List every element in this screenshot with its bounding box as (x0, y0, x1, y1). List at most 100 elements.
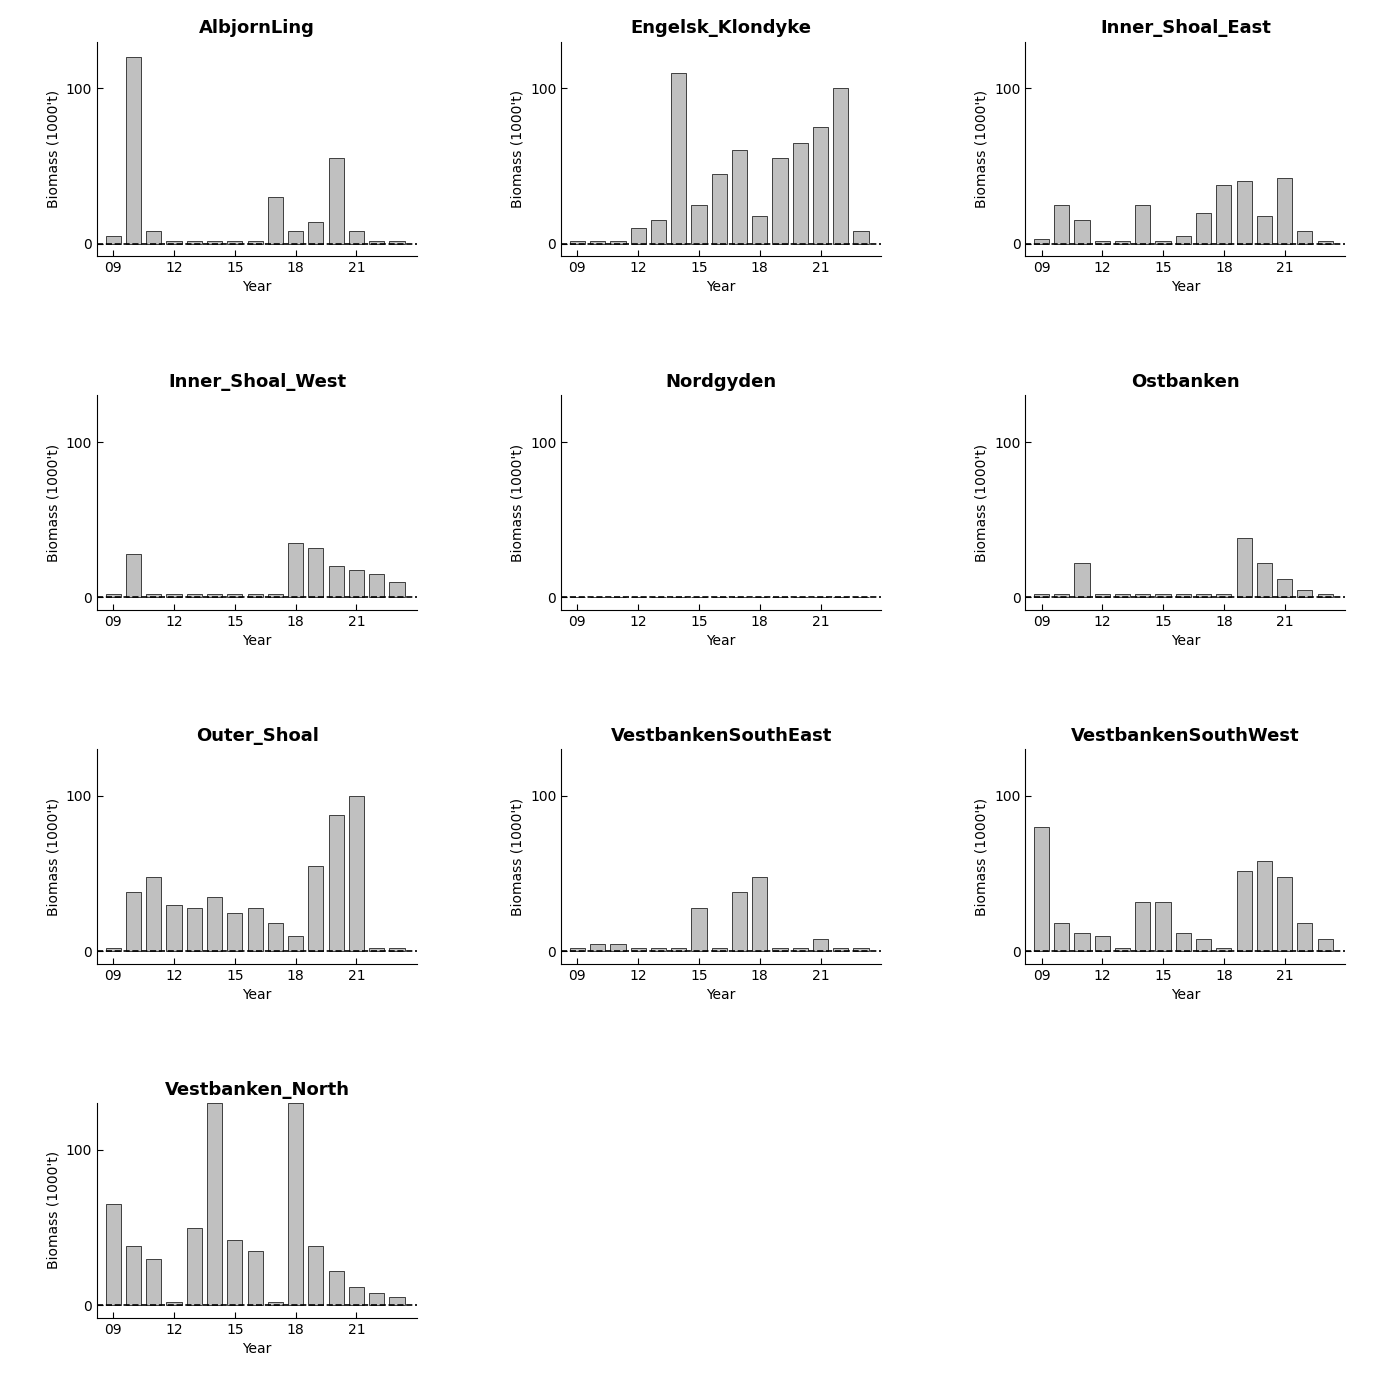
Bar (348, 796, 363, 951)
Bar (570, 240, 585, 244)
Bar (390, 1297, 405, 1305)
Bar (1094, 936, 1110, 951)
Y-axis label: Biomass (1000't): Biomass (1000't) (975, 444, 989, 562)
Y-axis label: Biomass (1000't): Biomass (1000't) (46, 1151, 60, 1269)
X-axis label: Year: Year (706, 988, 736, 1003)
Bar (732, 150, 748, 244)
X-axis label: Year: Year (706, 280, 736, 294)
Bar (1176, 932, 1191, 951)
Bar (1297, 924, 1312, 951)
Bar (308, 222, 323, 244)
X-axis label: Year: Year (1171, 634, 1200, 648)
Bar (329, 158, 344, 244)
Bar (834, 949, 849, 951)
X-axis label: Year: Year (1171, 988, 1200, 1003)
Title: Engelsk_Klondyke: Engelsk_Klondyke (631, 19, 811, 37)
Bar (247, 240, 262, 244)
Bar (792, 143, 807, 244)
Bar (187, 240, 203, 244)
Bar (651, 949, 666, 951)
Bar (1033, 827, 1049, 951)
Bar (1115, 949, 1130, 951)
Bar (752, 877, 767, 951)
Bar (105, 595, 121, 598)
Bar (1155, 240, 1171, 244)
Bar (268, 1302, 283, 1305)
Bar (268, 924, 283, 951)
Bar (166, 595, 182, 598)
Bar (1236, 182, 1251, 244)
Bar (1075, 932, 1090, 951)
Bar (105, 236, 121, 244)
Bar (187, 908, 203, 951)
Bar (1318, 240, 1333, 244)
Bar (348, 1287, 363, 1305)
Bar (1054, 205, 1069, 244)
Bar (207, 897, 222, 951)
Bar (146, 877, 161, 951)
X-axis label: Year: Year (243, 280, 272, 294)
Y-axis label: Biomass (1000't): Biomass (1000't) (510, 798, 524, 915)
Bar (1094, 595, 1110, 598)
Title: Ostbanken: Ostbanken (1130, 373, 1240, 391)
Bar (390, 240, 405, 244)
Bar (288, 232, 304, 244)
Title: Outer_Shoal: Outer_Shoal (196, 727, 319, 745)
Bar (732, 892, 748, 951)
Bar (1033, 239, 1049, 244)
Bar (853, 949, 868, 951)
Bar (369, 240, 384, 244)
Bar (207, 595, 222, 598)
Bar (166, 240, 182, 244)
Y-axis label: Biomass (1000't): Biomass (1000't) (510, 90, 524, 208)
Bar (1196, 595, 1211, 598)
Bar (1318, 595, 1333, 598)
X-axis label: Year: Year (1171, 280, 1200, 294)
Bar (1115, 240, 1130, 244)
Bar (610, 943, 626, 951)
Bar (1155, 902, 1171, 951)
Bar (105, 1204, 121, 1305)
X-axis label: Year: Year (706, 634, 736, 648)
Bar (126, 1246, 141, 1305)
Bar (126, 57, 141, 244)
Bar (369, 949, 384, 951)
Bar (1033, 595, 1049, 598)
Bar (329, 814, 344, 951)
Bar (207, 240, 222, 244)
Bar (853, 232, 868, 244)
Bar (390, 949, 405, 951)
Bar (1196, 212, 1211, 244)
Bar (146, 595, 161, 598)
Bar (834, 89, 849, 244)
Bar (1257, 563, 1272, 598)
Bar (1216, 184, 1232, 244)
Bar (187, 595, 203, 598)
Title: Inner_Shoal_West: Inner_Shoal_West (168, 373, 347, 391)
Title: AlbjornLing: AlbjornLing (200, 19, 315, 37)
Bar (1236, 538, 1251, 598)
Bar (1277, 877, 1293, 951)
Bar (1176, 595, 1191, 598)
Bar (1135, 205, 1150, 244)
Bar (1216, 595, 1232, 598)
Bar (348, 570, 363, 598)
Bar (1155, 595, 1171, 598)
Y-axis label: Biomass (1000't): Biomass (1000't) (46, 90, 60, 208)
Bar (813, 128, 828, 244)
X-axis label: Year: Year (243, 988, 272, 1003)
Bar (329, 1270, 344, 1305)
Bar (126, 892, 141, 951)
Bar (146, 1258, 161, 1305)
Bar (651, 221, 666, 244)
Bar (1297, 589, 1312, 598)
Bar (369, 1293, 384, 1305)
Bar (1115, 595, 1130, 598)
Bar (1196, 939, 1211, 951)
Bar (691, 205, 706, 244)
Bar (288, 544, 304, 598)
Bar (631, 227, 646, 244)
Bar (610, 240, 626, 244)
Bar (247, 908, 262, 951)
Bar (570, 949, 585, 951)
